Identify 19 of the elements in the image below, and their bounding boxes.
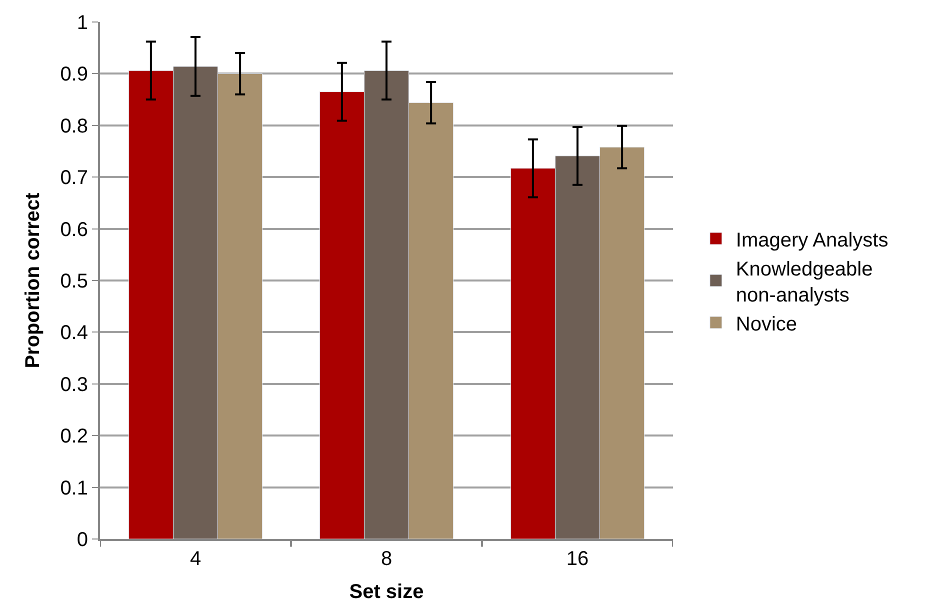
y-tick-label: 0.9 xyxy=(60,64,88,86)
y-tick-label: 0.5 xyxy=(60,270,88,292)
y-tick-label: 0.2 xyxy=(60,426,88,448)
legend-label: Imagery Analysts xyxy=(736,229,888,252)
y-axis-title: Proportion correct xyxy=(22,192,44,368)
y-tick-label: 0.6 xyxy=(60,218,88,241)
y-tick-label: 1 xyxy=(76,12,88,34)
y-tick-label: 0.7 xyxy=(60,167,88,190)
y-tick-label: 0.8 xyxy=(60,115,88,138)
y-tick-label: 0.1 xyxy=(60,477,88,500)
x-axis-title: Set size xyxy=(349,581,424,603)
y-tick-label: 0 xyxy=(76,529,88,551)
y-tick-label: 0.3 xyxy=(60,374,88,396)
legend-label: Knowledgeable non-analysts xyxy=(736,258,873,306)
legend-label: Novice xyxy=(736,313,798,336)
y-tick-label: 0.4 xyxy=(60,322,88,344)
x-tick-label: 8 xyxy=(380,548,392,570)
x-tick-label: 4 xyxy=(190,548,202,570)
x-tick-label: 16 xyxy=(566,548,589,570)
